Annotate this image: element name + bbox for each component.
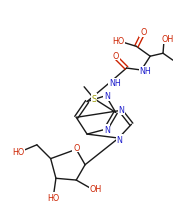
Text: N: N xyxy=(117,135,122,144)
Text: N: N xyxy=(104,125,110,134)
Text: NH: NH xyxy=(109,79,121,88)
Text: N: N xyxy=(119,105,125,114)
Text: NH: NH xyxy=(139,67,151,76)
Text: HO: HO xyxy=(47,193,59,202)
Text: S: S xyxy=(91,95,97,104)
Text: HO: HO xyxy=(12,147,24,156)
Text: OH: OH xyxy=(162,35,174,44)
Text: N: N xyxy=(104,92,110,101)
Text: HO: HO xyxy=(113,37,125,46)
Text: O: O xyxy=(140,28,146,37)
Text: OH: OH xyxy=(90,184,102,194)
Text: O: O xyxy=(73,143,79,152)
Text: O: O xyxy=(113,52,119,60)
